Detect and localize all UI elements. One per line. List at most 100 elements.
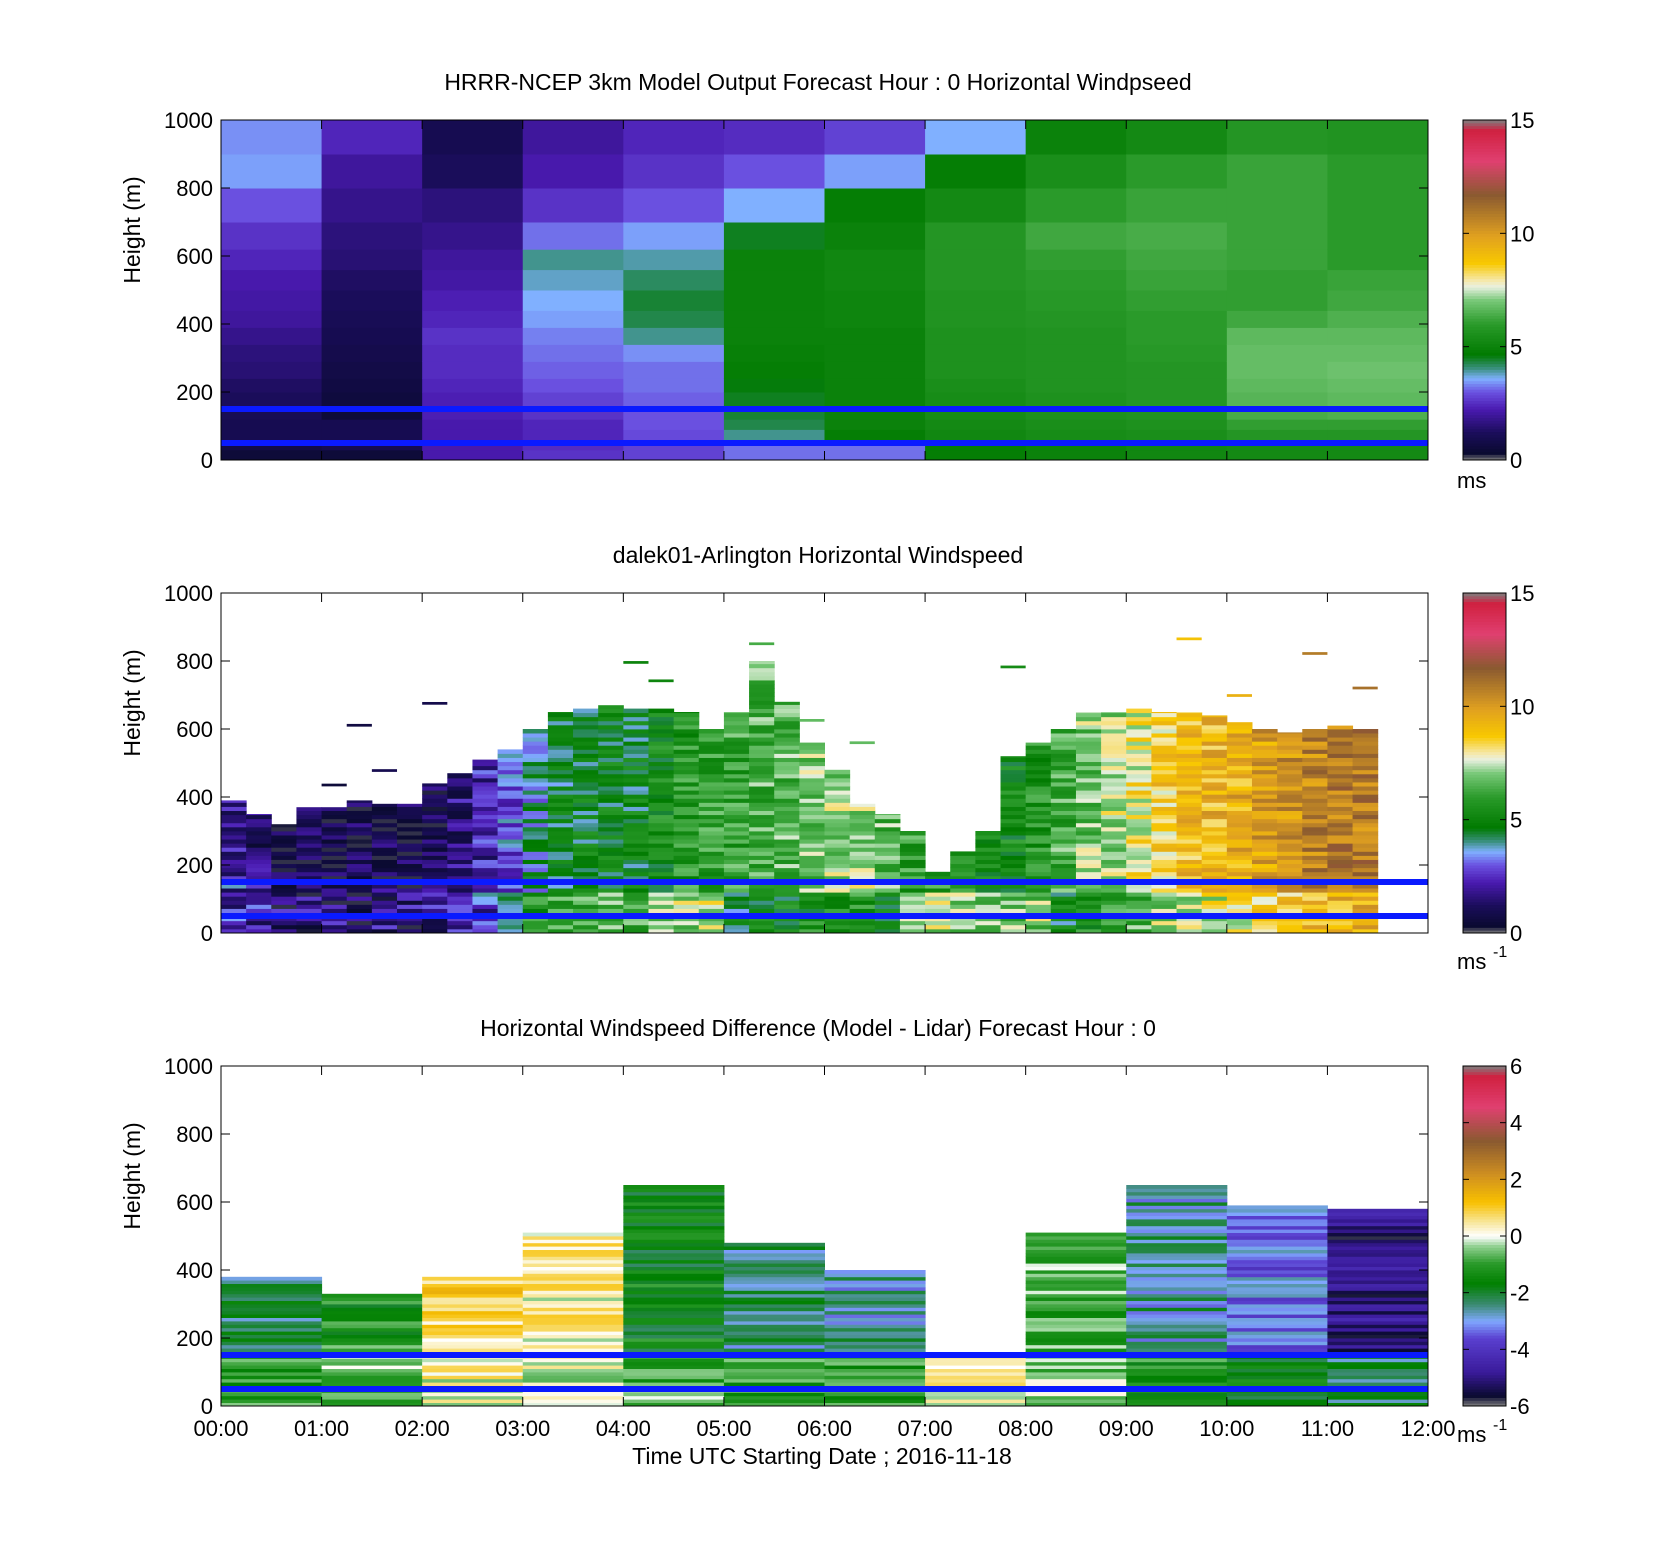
colorbar-swatch <box>1463 870 1506 874</box>
difference-cell <box>1126 1202 1228 1206</box>
model-panel-title: HRRR-NCEP 3km Model Output Forecast Hour… <box>444 69 1191 95</box>
lidar-cell <box>824 928 851 934</box>
colorbar-swatch <box>1463 848 1506 852</box>
difference-cell <box>1226 1280 1328 1284</box>
lidar-cell <box>774 769 800 775</box>
lidar-column <box>698 729 725 934</box>
lidar-cell <box>723 786 750 791</box>
model-cell <box>925 249 1027 271</box>
lidar-cell <box>1352 765 1379 771</box>
lidar-cell <box>1226 892 1253 897</box>
lidar-cell <box>899 908 926 913</box>
lidar-cell <box>1352 831 1379 836</box>
model-cell <box>1025 290 1127 311</box>
lidar-cell <box>1277 761 1303 767</box>
lidar-cell <box>497 757 524 763</box>
lidar-cell <box>422 888 448 893</box>
lidar-cell <box>1075 765 1102 771</box>
colorbar-swatch <box>1463 799 1506 804</box>
lidar-cell <box>296 908 323 913</box>
colorbar-swatch <box>1463 1236 1506 1240</box>
lidar-cell <box>1201 716 1228 722</box>
lidar-cell <box>1201 826 1228 832</box>
difference-cell <box>1025 1253 1127 1257</box>
colorbar-swatch <box>1463 607 1506 611</box>
lidar-cell <box>1025 892 1052 897</box>
lidar-cell <box>698 867 725 873</box>
difference-cell <box>623 1361 725 1366</box>
lidar-cell <box>723 716 750 722</box>
lidar-cell <box>221 831 247 836</box>
lidar-cell <box>1126 724 1152 730</box>
lidar-cell <box>447 826 473 832</box>
difference-cell <box>1025 1348 1127 1352</box>
lidar-cell <box>1352 867 1379 873</box>
lidar-cell <box>321 839 348 844</box>
lidar-cell <box>1000 831 1027 836</box>
lidar-cell <box>246 892 272 897</box>
lidar-cell <box>698 859 725 865</box>
lidar-cell <box>397 855 423 860</box>
lidar-cell <box>749 851 775 856</box>
model-cell <box>1025 327 1127 345</box>
lidar-cell <box>1176 904 1203 909</box>
colorbar-swatch <box>1463 1168 1506 1172</box>
lidar-cell <box>1327 745 1354 750</box>
lidar-cell <box>648 867 675 873</box>
difference-cell <box>723 1365 825 1369</box>
model-cell <box>221 269 323 291</box>
difference-cell <box>1126 1242 1228 1247</box>
difference-cell <box>422 1304 524 1308</box>
lidar-cell <box>346 867 373 873</box>
difference-cell <box>1226 1317 1328 1322</box>
lidar-cell <box>824 924 851 930</box>
lidar-cell <box>1302 794 1328 799</box>
lidar-cell <box>522 806 549 811</box>
lidar-cell <box>824 773 851 779</box>
model-cell <box>1226 249 1328 271</box>
lidar-cell <box>271 888 297 893</box>
lidar-cell <box>1226 777 1253 783</box>
lidar-cell <box>1251 888 1278 893</box>
lidar-cell <box>623 851 649 856</box>
lidar-cell <box>1025 839 1052 844</box>
lidar-cell <box>1226 753 1253 758</box>
lidar-cell <box>1226 843 1253 848</box>
lidar-cell <box>1151 896 1178 901</box>
lidar-cell <box>1151 712 1178 718</box>
difference-cell <box>824 1399 926 1403</box>
difference-cell <box>1126 1246 1228 1250</box>
lidar-cell <box>1151 724 1178 730</box>
lidar-cell <box>723 928 750 934</box>
difference-cell <box>1327 1334 1429 1339</box>
model-cell <box>925 120 1027 155</box>
lidar-cell <box>598 920 624 926</box>
difference-cell <box>623 1215 725 1220</box>
lidar-cell <box>1226 765 1253 771</box>
colorbar-swatch <box>1463 700 1506 704</box>
lidar-cell <box>950 920 976 926</box>
lidar-cell <box>749 667 775 673</box>
lidar-cell <box>623 777 649 783</box>
model-cell <box>522 378 624 393</box>
y-tick-label: 0 <box>201 448 213 473</box>
lidar-cell <box>723 761 750 767</box>
lidar-cell <box>1226 802 1253 807</box>
lidar-cell <box>950 855 976 860</box>
colorbar-swatch <box>1463 624 1506 628</box>
lidar-cell <box>1151 851 1178 856</box>
y-tick-label: 1000 <box>164 1054 213 1079</box>
lidar-cell <box>573 920 599 926</box>
lidar-cell <box>1352 855 1379 860</box>
difference-cell <box>824 1375 926 1380</box>
colorbar-swatch <box>1463 1386 1506 1390</box>
difference-cell <box>623 1372 725 1376</box>
lidar-cell <box>321 859 348 865</box>
lidar-cell <box>346 875 373 881</box>
model-cell <box>522 188 624 223</box>
lidar-cell <box>623 822 649 828</box>
lidar-cell <box>648 831 675 836</box>
lidar-cell <box>673 818 700 824</box>
difference-cell <box>623 1270 725 1274</box>
colorbar-swatch <box>1463 281 1506 285</box>
